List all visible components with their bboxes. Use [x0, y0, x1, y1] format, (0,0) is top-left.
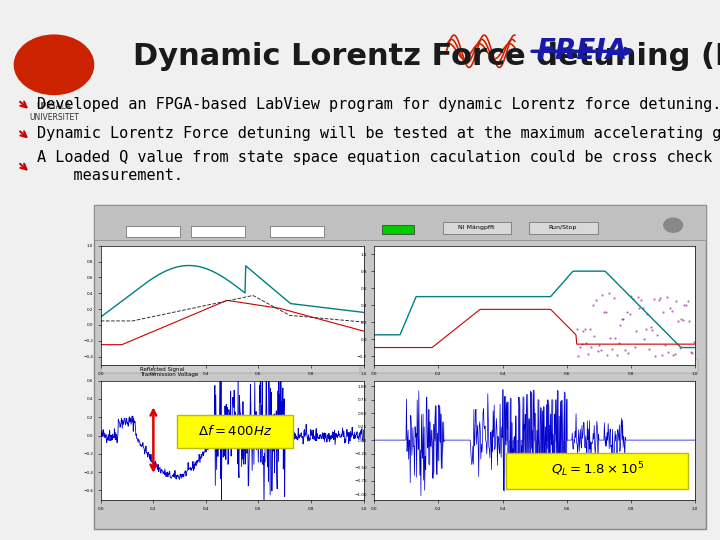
Bar: [382, 225, 414, 234]
Circle shape: [664, 218, 683, 232]
Bar: [374, 359, 698, 373]
Bar: [443, 222, 511, 234]
Text: A Loaded Q value from state space equation caculation could be cross check with : A Loaded Q value from state space equati…: [37, 150, 720, 183]
Text: UPPSALA
UNIVERSITET: UPPSALA UNIVERSITET: [29, 102, 79, 122]
Text: FREIA: FREIA: [536, 37, 628, 65]
Circle shape: [667, 220, 680, 230]
Bar: [94, 205, 706, 529]
Text: Developed an FPGA-based LabView program for dynamic Lorentz force detuning.: Developed an FPGA-based LabView program …: [37, 97, 720, 112]
Circle shape: [31, 48, 77, 82]
Bar: [191, 226, 245, 237]
Bar: [126, 226, 180, 237]
Text: Transmission Voltage: Transmission Voltage: [140, 372, 199, 377]
Bar: [94, 205, 706, 240]
Circle shape: [24, 42, 84, 87]
Text: Dynamic Lorentz Force detuning (II): Dynamic Lorentz Force detuning (II): [133, 42, 720, 71]
Bar: [101, 359, 360, 373]
Text: Dynamic Lorentz Force detuning will be tested at the maximum accelerating gradie: Dynamic Lorentz Force detuning will be t…: [37, 126, 720, 141]
Text: Reflected Signal: Reflected Signal: [140, 367, 185, 372]
Circle shape: [14, 35, 94, 94]
Text: Forward Signal: Forward Signal: [140, 361, 181, 367]
Text: NI Mängpfft: NI Mängpfft: [459, 225, 495, 231]
Bar: [529, 222, 598, 234]
Bar: [270, 226, 324, 237]
Circle shape: [38, 53, 70, 77]
Text: Run/Stop: Run/Stop: [549, 225, 577, 231]
